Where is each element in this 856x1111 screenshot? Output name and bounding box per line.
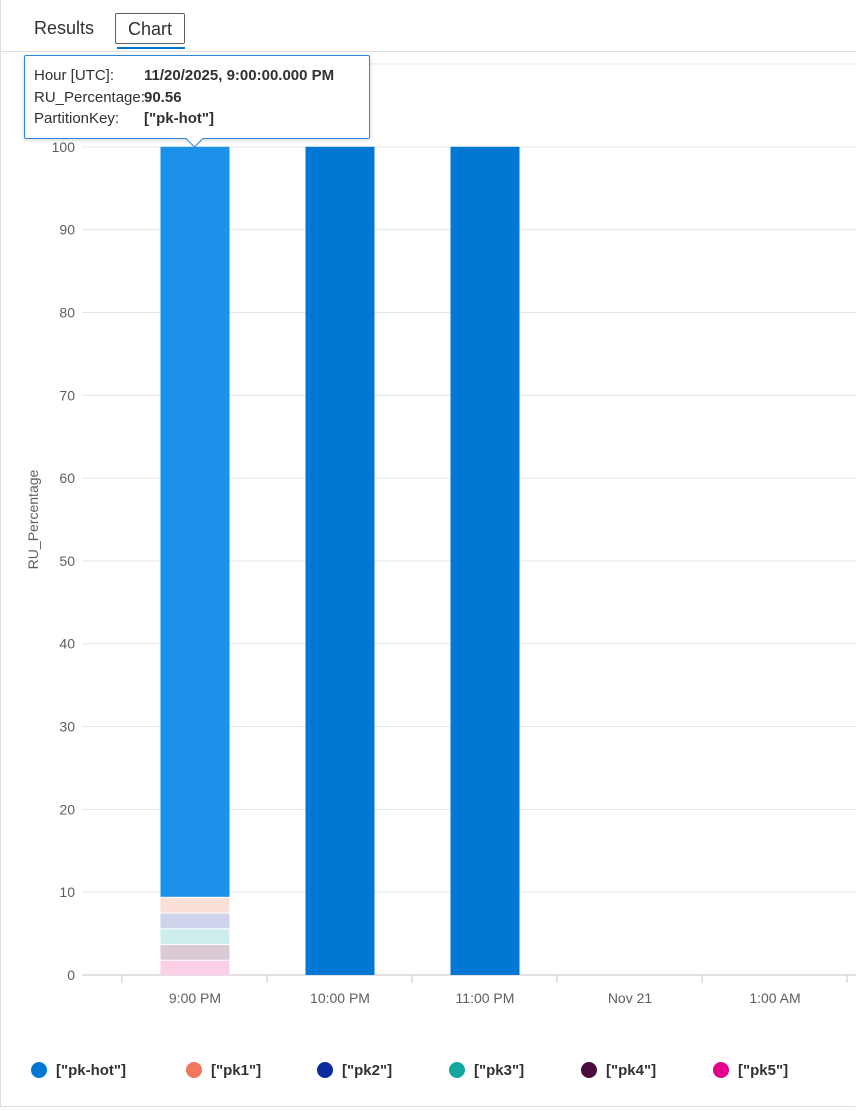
x-tick-label: 1:00 AM	[749, 990, 800, 1006]
x-tick-label: 11:00 PM	[456, 990, 515, 1006]
tooltip-key: Hour [UTC]:	[34, 67, 115, 84]
tab-bar: Results Chart	[0, 0, 856, 52]
legend-swatch	[317, 1062, 333, 1078]
bar-segment	[160, 913, 230, 929]
tab-results[interactable]: Results	[34, 18, 95, 38]
bar-segment	[160, 146, 230, 897]
y-tick-label: 70	[59, 387, 75, 403]
y-tick-label: 10	[59, 884, 75, 900]
y-tick-label: 60	[59, 470, 75, 486]
tooltip-value: 90.56	[144, 89, 182, 106]
tab-chart[interactable]: Chart	[115, 13, 186, 44]
legend-label: ["pk4"]	[606, 1061, 657, 1079]
legend-swatch	[581, 1062, 597, 1078]
bar-segment	[160, 945, 230, 960]
active-tab-indicator	[117, 47, 185, 49]
tooltip-value: 11/20/2025, 9:00:00.000 PM	[144, 67, 335, 84]
legend-swatch	[449, 1062, 465, 1078]
x-tick-label: 10:00 PM	[310, 990, 370, 1006]
legend-item[interactable]: ["pk3"]	[449, 1057, 524, 1083]
y-tick-label: 100	[52, 139, 76, 155]
bar-segment	[160, 960, 230, 975]
legend-label: ["pk3"]	[474, 1061, 525, 1079]
legend-label: ["pk1"]	[211, 1061, 262, 1079]
legend-swatch	[713, 1062, 729, 1078]
y-tick-label: 20	[59, 801, 75, 817]
chart-legend: ["pk-hot"] ["pk1"] ["pk2"] ["pk3"] ["pk4"] ["…	[0, 1057, 856, 1083]
legend-item[interactable]: ["pk1"]	[186, 1057, 261, 1083]
bar-segment	[160, 897, 230, 913]
y-tick-label: 50	[59, 553, 75, 569]
y-tick-label: 80	[59, 304, 75, 320]
tooltip-value: ["pk-hot"]	[144, 110, 215, 127]
x-tick-label: Nov 21	[608, 990, 653, 1006]
y-tick-label: 90	[59, 222, 75, 238]
y-tick-label: 40	[59, 636, 75, 652]
bar-segment	[160, 929, 230, 945]
bar-segment	[305, 146, 375, 975]
y-axis-title: RU_Percentage	[25, 469, 41, 569]
legend-label: ["pk-hot"]	[56, 1061, 127, 1079]
y-tick-label: 30	[59, 719, 75, 735]
legend-item[interactable]: ["pk4"]	[581, 1057, 656, 1083]
legend-item[interactable]: ["pk-hot"]	[31, 1057, 126, 1083]
y-tick-label: 0	[67, 967, 75, 983]
legend-label: ["pk5"]	[738, 1061, 789, 1079]
legend-swatch	[186, 1062, 202, 1078]
chart-tooltip: Hour [UTC]: 11/20/2025, 9:00:00.000 PM R…	[24, 55, 370, 139]
tooltip-key: RU_Percentage:	[34, 89, 145, 106]
bar-segment	[450, 146, 520, 975]
legend-item[interactable]: ["pk5"]	[713, 1057, 788, 1083]
legend-item[interactable]: ["pk2"]	[317, 1057, 392, 1083]
legend-label: ["pk2"]	[342, 1061, 393, 1079]
x-tick-label: 9:00 PM	[169, 990, 221, 1006]
tooltip-key: PartitionKey:	[34, 110, 120, 127]
legend-swatch	[31, 1062, 47, 1078]
